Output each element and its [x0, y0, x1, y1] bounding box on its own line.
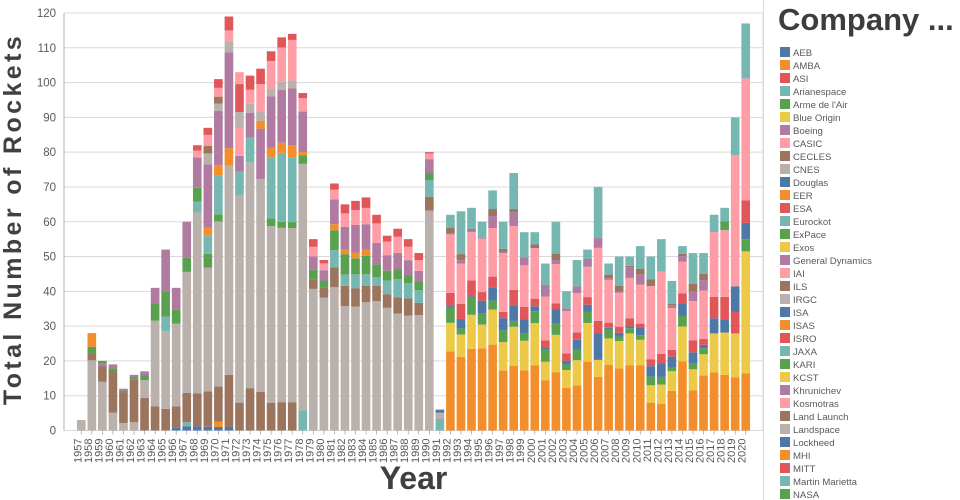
svg-text:NASA: NASA: [793, 490, 820, 500]
svg-text:Landspace: Landspace: [793, 425, 840, 436]
svg-text:KCST: KCST: [793, 373, 819, 384]
svg-text:CECLES: CECLES: [793, 152, 831, 163]
svg-text:110: 110: [38, 43, 56, 55]
svg-text:40: 40: [43, 286, 56, 298]
svg-text:Arme de l'Air: Arme de l'Air: [793, 100, 848, 111]
svg-text:ISRO: ISRO: [793, 334, 816, 345]
svg-text:80: 80: [43, 147, 56, 159]
svg-text:Lockheed: Lockheed: [793, 438, 835, 449]
svg-text:ASI: ASI: [793, 74, 808, 85]
svg-text:Douglas: Douglas: [793, 178, 828, 189]
svg-text:ILS: ILS: [793, 282, 807, 293]
svg-text:50: 50: [43, 252, 56, 264]
svg-text:ExPace: ExPace: [793, 230, 826, 241]
svg-text:120: 120: [37, 8, 56, 20]
svg-text:10: 10: [43, 391, 56, 403]
svg-text:Eurockot: Eurockot: [793, 217, 831, 228]
svg-text:IAI: IAI: [793, 269, 805, 280]
svg-text:MHI: MHI: [793, 451, 811, 462]
svg-text:30: 30: [43, 321, 56, 333]
svg-text:Boeing: Boeing: [793, 126, 823, 137]
svg-text:Martin Marietta: Martin Marietta: [793, 477, 858, 488]
svg-text:ISAS: ISAS: [793, 321, 815, 332]
svg-text:ESA: ESA: [793, 204, 813, 215]
svg-text:70: 70: [43, 182, 56, 194]
svg-text:ISA: ISA: [793, 308, 809, 319]
svg-text:AEB: AEB: [793, 48, 812, 59]
svg-text:MITT: MITT: [793, 464, 816, 475]
svg-text:0: 0: [50, 426, 56, 438]
svg-text:Exos: Exos: [793, 243, 815, 254]
svg-text:20: 20: [43, 356, 56, 368]
svg-text:JAXA: JAXA: [793, 347, 818, 358]
svg-text:Land Launch: Land Launch: [793, 412, 848, 423]
svg-text:100: 100: [37, 78, 56, 90]
svg-text:EER: EER: [793, 191, 813, 202]
svg-text:KARI: KARI: [793, 360, 815, 371]
svg-text:CASIC: CASIC: [793, 139, 822, 150]
svg-text:Khrunichev: Khrunichev: [793, 386, 841, 397]
svg-text:60: 60: [43, 217, 56, 229]
svg-text:AMBA: AMBA: [793, 61, 821, 72]
svg-text:Blue Origin: Blue Origin: [793, 113, 840, 124]
svg-text:General Dynamics: General Dynamics: [793, 256, 872, 267]
svg-text:IRGC: IRGC: [793, 295, 817, 306]
svg-text:Kosmotras: Kosmotras: [793, 399, 839, 410]
svg-text:Arianespace: Arianespace: [793, 87, 846, 98]
svg-text:CNES: CNES: [793, 165, 820, 176]
svg-text:90: 90: [43, 112, 56, 124]
